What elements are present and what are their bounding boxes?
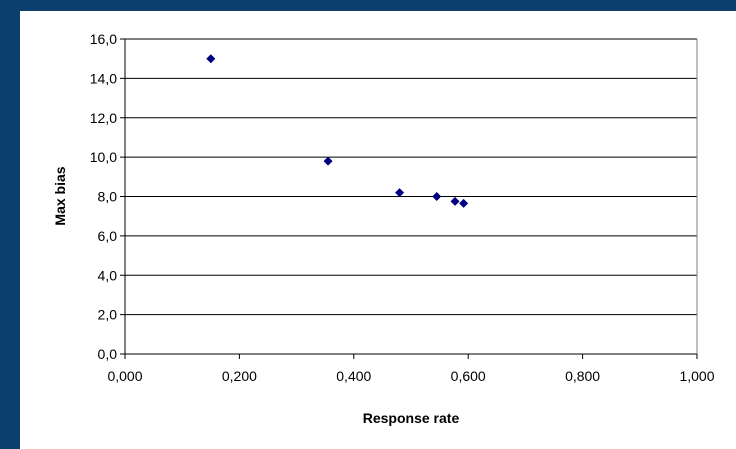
x-tick-label: 0,800 (565, 368, 600, 384)
y-tick-label: 0,0 (98, 346, 118, 362)
y-tick-label: 4,0 (98, 267, 118, 283)
x-axis-title: Response rate (363, 410, 460, 426)
data-point (432, 192, 442, 201)
axis-layer (120, 38, 698, 359)
data-point (206, 54, 216, 64)
data-point (323, 156, 333, 166)
x-tick-label: 0,200 (222, 368, 257, 384)
y-tick-label: 6,0 (98, 228, 118, 244)
y-tick-label: 16,0 (90, 31, 117, 47)
y-tick-label: 12,0 (90, 110, 117, 126)
chart-panel (20, 11, 736, 449)
data-point (395, 188, 405, 198)
x-tick-label: 0,000 (107, 368, 142, 384)
tick-labels: 0,0 2,0 4,0 6,0 8,0 10,0 12,0 14,0 16,0 0,000 0,20… (90, 31, 715, 384)
y-tick-label: 2,0 (98, 307, 118, 323)
x-tick-label: 1,000 (679, 368, 714, 384)
grid-layer (125, 38, 697, 316)
y-tick-label: 14,0 (90, 70, 117, 86)
x-tick-label: 0,600 (451, 368, 486, 384)
data-point (459, 198, 469, 208)
data-point (450, 196, 460, 206)
y-tick-label: 8,0 (98, 189, 118, 205)
y-axis-title: Max bias (52, 166, 68, 225)
data-points (206, 54, 469, 208)
x-tick-label: 0,400 (336, 368, 371, 384)
y-tick-label: 10,0 (90, 149, 117, 165)
